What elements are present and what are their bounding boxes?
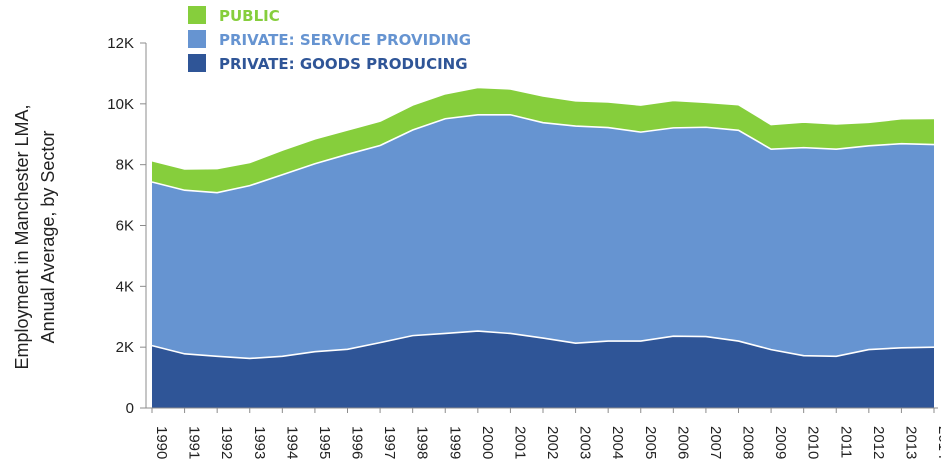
x-tick-label: 2009 (772, 426, 789, 459)
y-axis-label: Employment in Manchester LMA, Annual Ave… (12, 104, 58, 369)
x-tick-label: 2005 (642, 426, 659, 459)
area-private-goods-producing (152, 331, 934, 408)
x-tick-label: 1999 (446, 426, 463, 459)
x-tick-label: 2011 (837, 426, 854, 458)
x-tick-label: 1994 (283, 426, 300, 459)
x-tick-label: 1995 (316, 426, 333, 459)
y-tick-label: 8K (116, 157, 134, 174)
x-tick-label: 1997 (381, 426, 398, 459)
legend-label: PRIVATE: SERVICE PROVIDING (219, 31, 471, 49)
x-tick-label: 2001 (511, 426, 528, 459)
x-tick-label: 2006 (674, 426, 691, 459)
y-tick-label: 12K (107, 35, 134, 52)
area-public (152, 87, 934, 193)
x-tick-label: 2013 (902, 426, 919, 459)
legend-label: PRIVATE: GOODS PRODUCING (219, 55, 468, 73)
x-tick-label: 1992 (218, 426, 235, 459)
x-tick-label: 2008 (740, 426, 757, 459)
x-tick-label: 1996 (349, 426, 366, 459)
x-tick-label: 2014 (935, 426, 941, 459)
x-tick-label: 2003 (577, 426, 594, 459)
x-tick-label: 2000 (479, 426, 496, 459)
legend-swatch (188, 54, 206, 72)
x-tick-label: 1993 (251, 426, 268, 459)
legend: PUBLIC PRIVATE: SERVICE PROVIDING PRIVATE:… (188, 6, 471, 73)
x-tick-label: 2012 (870, 426, 887, 459)
y-tick-group: 0 2K 4K 6K 8K 10K 12K (107, 35, 146, 417)
series-outline-0 (151, 330, 935, 360)
y-tick-label: 0 (126, 400, 134, 417)
y-tick-label: 4K (116, 278, 134, 295)
area-series-group (152, 87, 934, 408)
area-private-service-providing (152, 114, 934, 359)
x-tick-label: 2007 (707, 426, 724, 459)
y-tick-label: 6K (116, 218, 134, 235)
series-outline-group (151, 86, 935, 360)
x-tick-label: 1990 (153, 426, 170, 459)
x-tick-group: 1990 1991 1992 1993 1994 1995 1996 1997 1998 1999… (151, 408, 941, 459)
legend-swatch (188, 6, 206, 24)
y-tick-label: 10K (107, 96, 134, 113)
x-tick-label: 1991 (186, 426, 203, 459)
y-tick-label: 2K (116, 339, 134, 356)
x-tick-label: 2010 (805, 426, 822, 459)
y-axis-label-line-2: Annual Average, by Sector (38, 131, 58, 344)
series-outline-1 (151, 113, 935, 194)
y-axis-label-line-1: Employment in Manchester LMA, (12, 104, 32, 369)
legend-swatch (188, 30, 206, 48)
series-outline-2 (151, 86, 935, 170)
legend-label: PUBLIC (219, 7, 280, 25)
x-tick-label: 2002 (544, 426, 561, 459)
x-tick-label: 1998 (414, 426, 431, 459)
x-tick-label: 2004 (609, 426, 626, 459)
